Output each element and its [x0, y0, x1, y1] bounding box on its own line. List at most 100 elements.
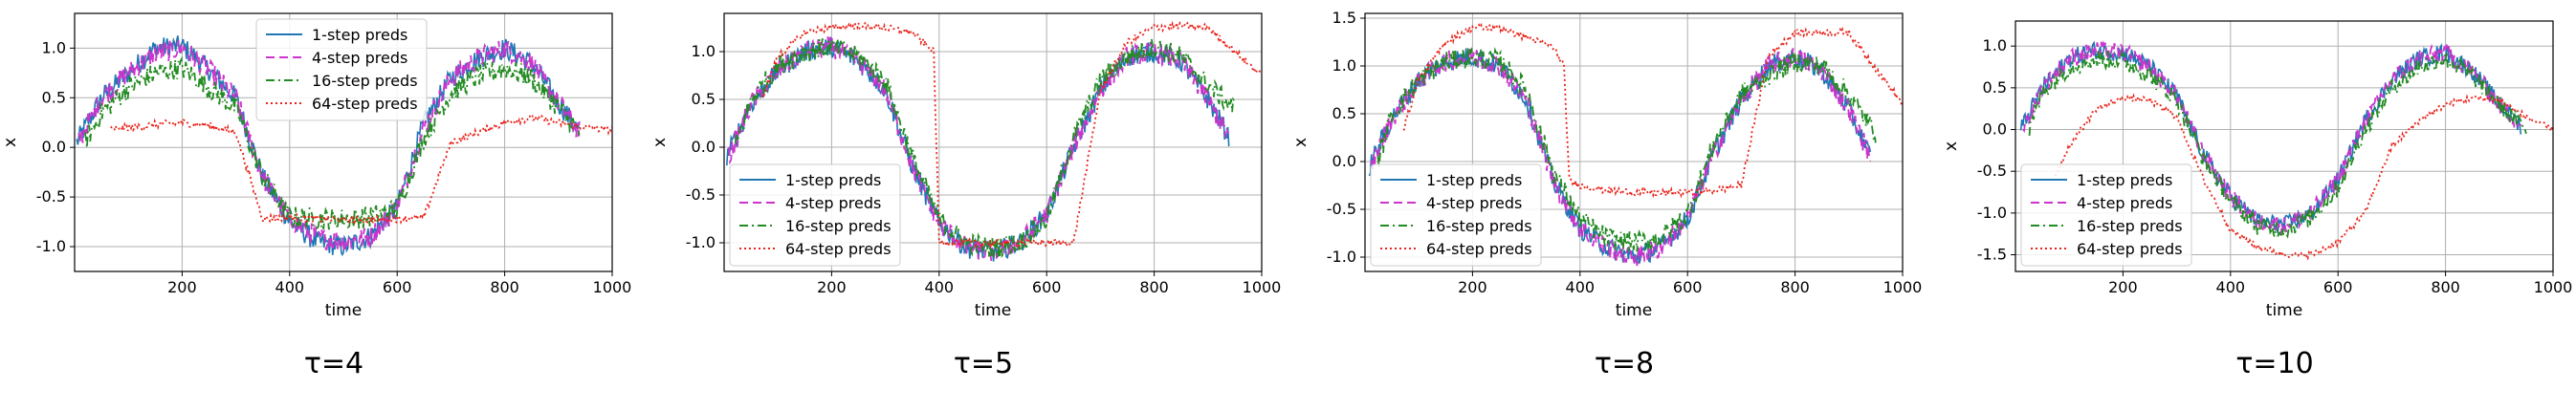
legend-label: 64-step preds: [2077, 240, 2183, 258]
series-line-16-step-preds: [2028, 50, 2527, 239]
series-group: [76, 35, 612, 257]
series-line-64-step-preds: [1402, 22, 1903, 199]
x-tick-label: 1000: [593, 278, 632, 296]
panel-caption: τ=8: [1595, 347, 1654, 380]
legend: 1-step preds 4-step preds 16-step preds 64-…: [1370, 163, 1542, 267]
y-tick-label: -1.0: [1977, 204, 2007, 222]
plot-frame: [1364, 12, 1904, 272]
series-line-4-step-preds: [77, 36, 581, 252]
x-tick-label: 400: [2216, 278, 2246, 296]
x-tick-label: 800: [490, 278, 519, 296]
y-tick-label: 1.5: [1332, 9, 1356, 27]
y-tick-label: -0.5: [1977, 162, 2007, 180]
legend: 1-step preds 4-step preds 16-step preds 64-…: [2020, 163, 2192, 267]
x-tick-label: 400: [925, 278, 955, 296]
x-tick-label: 800: [1780, 278, 1810, 296]
series-line-64-step-preds: [110, 113, 612, 227]
series-line-4-step-preds: [2022, 39, 2522, 235]
y-tick-label: -1.0: [686, 233, 716, 251]
x-tick-label: 600: [1032, 278, 1062, 296]
series-group: [726, 20, 1262, 262]
x-tick-label: 800: [1139, 278, 1169, 296]
y-tick-label: 0.5: [1332, 104, 1356, 122]
x-tick-label: 1000: [1243, 278, 1282, 296]
y-tick-label: 0.0: [1983, 120, 2007, 139]
x-tick-label: 800: [2431, 278, 2460, 296]
y-tick-label: 1.0: [1983, 36, 2007, 54]
legend-label: 16-step preds: [312, 72, 418, 90]
x-tick-label: 600: [2323, 278, 2353, 296]
legend-label: 16-step preds: [2077, 217, 2183, 235]
legend-label: 1-step preds: [1426, 171, 1522, 189]
series-line-4-step-preds: [728, 35, 1230, 262]
y-tick-label: -0.5: [36, 187, 66, 206]
chart-panel-3: 200 400 600 800 1000 -1.0 -0.5 0.0 0.5 1.0 1.5 time…: [1291, 9, 1922, 380]
y-axis-label: x: [1942, 141, 1961, 151]
series-line-1-step-preds: [2019, 40, 2522, 234]
y-axis-label: x: [1, 138, 20, 147]
y-tick-label: 0.0: [1332, 152, 1356, 170]
x-tick-label: 200: [167, 278, 197, 296]
x-tick-label: 600: [383, 278, 412, 296]
y-tick-label: 0.5: [1983, 78, 2007, 97]
series-line-64-step-preds: [2054, 93, 2553, 261]
y-tick-label: 0.0: [42, 138, 66, 156]
panel-caption: τ=5: [954, 347, 1013, 380]
legend: 1-step preds 4-step preds 16-step preds 64-…: [255, 18, 428, 121]
x-tick-label: 1000: [2534, 278, 2573, 296]
legend-label: 64-step preds: [1426, 240, 1532, 258]
y-tick-label: 0.5: [42, 88, 66, 106]
plot-frame: [74, 12, 613, 272]
legend-label: 16-step preds: [785, 217, 892, 235]
x-tick-label: 400: [275, 278, 305, 296]
legend-label: 4-step preds: [785, 194, 881, 212]
legend-label: 1-step preds: [2077, 171, 2172, 189]
legend-box: [255, 18, 428, 121]
x-tick-label: 1000: [1883, 278, 1923, 296]
series-line-64-step-preds: [760, 20, 1262, 249]
y-tick-label: 0.0: [692, 138, 716, 156]
series-line-16-step-preds: [83, 55, 581, 230]
chart-panel-2: 200 400 600 800 1000 -1.0 -0.5 0.0 0.5 1.0 time x 1-…: [650, 12, 1282, 380]
legend-box: [2020, 163, 2192, 267]
panel-caption: τ=10: [2235, 347, 2313, 380]
y-tick-label: 1.0: [692, 42, 716, 60]
chart-panel-4: 200 400 600 800 1000 -1.5 -1.0 -0.5 0.0 0.5 1.0 tim…: [1942, 20, 2573, 380]
panel-caption: τ=4: [304, 347, 363, 380]
y-tick-label: -0.5: [1327, 200, 1356, 218]
x-axis-label: time: [975, 301, 1011, 320]
y-axis-label: x: [1291, 138, 1310, 147]
legend-label: 4-step preds: [312, 49, 407, 67]
y-tick-label: -1.0: [36, 237, 66, 255]
plot-frame: [2015, 20, 2554, 272]
series-group: [1368, 22, 1903, 267]
legend-label: 1-step preds: [312, 26, 407, 44]
legend-label: 16-step preds: [1426, 217, 1532, 235]
y-tick-label: -1.0: [1327, 248, 1356, 266]
x-axis-label: time: [325, 301, 362, 320]
chart-panel-1: 200 400 600 800 1000 -1.0 -0.5 0.0 0.5 1.0 time x 1-…: [1, 12, 632, 380]
legend-label: 4-step preds: [2077, 194, 2172, 212]
legend-label: 4-step preds: [1426, 194, 1522, 212]
series-group: [2019, 39, 2553, 261]
legend-box: [1370, 163, 1542, 267]
x-axis-label: time: [2266, 301, 2302, 320]
y-tick-label: -0.5: [686, 185, 716, 204]
y-tick-label: -1.5: [1977, 246, 2007, 264]
legend-label: 64-step preds: [785, 240, 892, 258]
x-tick-label: 200: [2108, 278, 2138, 296]
x-tick-label: 200: [817, 278, 847, 296]
legend-label: 1-step preds: [785, 171, 881, 189]
x-tick-label: 200: [1458, 278, 1487, 296]
legend-label: 64-step preds: [312, 95, 418, 113]
y-tick-label: 1.0: [1332, 56, 1356, 75]
y-axis-label: x: [650, 138, 670, 147]
legend: 1-step preds 4-step preds 16-step preds 64-…: [729, 163, 901, 267]
plot-frame: [723, 12, 1263, 272]
series-line-16-step-preds: [1376, 46, 1877, 253]
legend-box: [729, 163, 901, 267]
y-tick-label: 0.5: [692, 90, 716, 108]
y-tick-label: 1.0: [42, 38, 66, 56]
